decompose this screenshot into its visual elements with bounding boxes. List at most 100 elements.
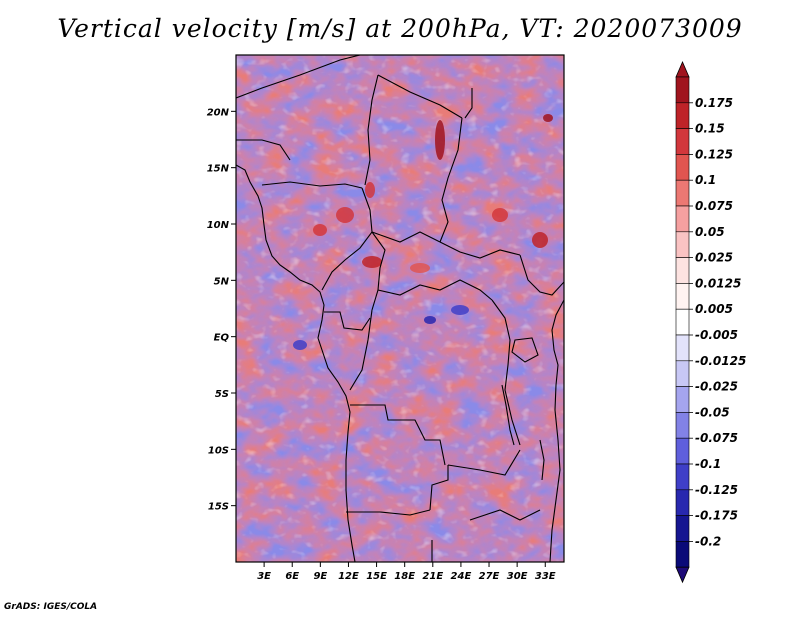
colorbar-swatch (675, 334, 690, 362)
border-angola-namibia (346, 509, 431, 516)
colorbar-swatch (675, 541, 690, 568)
border-ethiopia (519, 254, 564, 296)
lon-tick-label: 18E (394, 571, 415, 582)
colorbar-swatch (675, 205, 690, 233)
border-libya-chad (377, 74, 463, 119)
colorbar-swatch (675, 154, 690, 181)
border-angola-zambia (429, 465, 449, 511)
colorbar-swatch (675, 463, 690, 491)
fine-structure-overlay (236, 55, 564, 562)
colorbar-label: 0.1 (695, 173, 716, 187)
velocity-hotspot (435, 120, 445, 160)
velocity-hotspot (293, 340, 307, 350)
border-libya-egypt (464, 88, 473, 119)
border-zimbabwe (469, 509, 541, 521)
colorbar-label: -0.1 (695, 457, 721, 471)
lon-tick-label: 6E (285, 571, 299, 582)
colorbar-label: 0.125 (695, 147, 733, 161)
colorbar-swatch (675, 283, 690, 310)
colorbar-label: -0.05 (695, 405, 730, 419)
grads-credit: GrADS: IGES/COLA (4, 602, 98, 612)
border-chad-sudan (439, 117, 463, 243)
lat-tick-label: 15S (208, 502, 229, 513)
border-drc-angola (350, 404, 446, 466)
colorbar-bottom-arrow (675, 566, 690, 584)
border-car-drc (377, 279, 493, 301)
colorbar-swatch (675, 308, 690, 336)
colorbar-label: -0.025 (695, 380, 738, 394)
chart-title: Vertical velocity [m/s] at 200hPa, VT: 2… (57, 14, 743, 43)
colorbar-label: -0.175 (695, 509, 738, 523)
lon-tick-label: 12E (338, 571, 359, 582)
colorbar-swatch (675, 489, 690, 516)
lat-tick-label: 20N (207, 107, 230, 118)
colorbar-swatch (675, 515, 690, 542)
colorbar-swatch (675, 257, 690, 284)
colorbar-label: 0.005 (695, 302, 733, 316)
coastline-west-africa (236, 164, 356, 562)
border-niger-chad (364, 74, 379, 186)
map-plot-area (236, 55, 564, 562)
longitude-axis: 3E 6E 9E 12E 15E 18E 21E 24E 27E 30E 33E (257, 562, 556, 582)
colorbar: 0.175 0.15 0.125 0.1 0.075 0.05 0.025 0.0125 0.0… (675, 60, 746, 584)
colorbar-label: 0.05 (695, 225, 725, 239)
border-niger-mali (236, 139, 291, 161)
lake-malawi (539, 439, 545, 481)
colorbar-swatch (675, 360, 690, 387)
border-algeria-niger (236, 55, 361, 99)
velocity-hotspot (313, 224, 327, 236)
border-drc-east (491, 299, 521, 446)
velocity-hotspot (365, 182, 375, 198)
colorbar-label: -0.075 (695, 431, 738, 445)
border-nigeria-cameroon (321, 187, 373, 291)
country-borders (236, 55, 564, 562)
colorbar-swatch (675, 412, 690, 439)
colorbar-label: 0.0125 (695, 276, 741, 290)
colorbar-swatch (675, 386, 690, 413)
velocity-hotspot (492, 208, 508, 222)
latitude-axis: 20N 15N 10N 5N EQ 5S 10S 15S (207, 107, 236, 513)
colorbar-label: -0.125 (695, 483, 738, 497)
colorbar-swatch (675, 437, 690, 465)
velocity-hotspot (336, 207, 354, 223)
velocity-hotspot (424, 316, 436, 324)
lat-tick-label: 5N (214, 276, 230, 287)
colorbar-label: -0.0125 (695, 354, 746, 368)
border-zambia (447, 449, 521, 476)
colorbar-top-arrow (675, 60, 690, 78)
velocity-hotspot (532, 232, 548, 248)
coastline-east-africa (549, 299, 564, 562)
colorbar-swatch (675, 231, 690, 258)
convective-hotspots (293, 114, 553, 350)
colorbar-swatch (675, 76, 690, 104)
lake-victoria (511, 337, 539, 363)
velocity-hotspot (543, 114, 553, 122)
lat-tick-label: 15N (207, 164, 230, 175)
border-sudan-ssudan (439, 241, 521, 259)
colorbar-swatch (675, 102, 690, 129)
colorbar-label: 0.15 (695, 122, 725, 136)
lon-tick-label: 21E (422, 571, 443, 582)
lon-tick-label: 30E (507, 571, 528, 582)
colorbar-label: 0.075 (695, 199, 733, 213)
border-gabon-congo (324, 311, 371, 331)
colorbar-label: 0.175 (695, 96, 733, 110)
lat-tick-label: 10S (208, 445, 229, 456)
border-niger-nigeria (261, 181, 363, 189)
lon-tick-label: 3E (257, 571, 271, 582)
velocity-hotspot (410, 263, 430, 273)
velocity-hotspot (362, 256, 382, 268)
velocity-hotspot (451, 305, 469, 315)
lat-tick-label: 5S (215, 389, 229, 400)
colorbar-label: -0.2 (695, 534, 721, 548)
lon-tick-label: 9E (313, 571, 327, 582)
border-congo-drc (349, 309, 373, 391)
map-frame (235, 54, 565, 563)
lon-tick-label: 24E (451, 571, 472, 582)
colorbar-label: -0.005 (695, 328, 738, 342)
colorbar-swatch (675, 179, 690, 207)
lon-tick-label: 33E (535, 571, 556, 582)
lon-tick-label: 27E (479, 571, 500, 582)
colorbar-label: 0.025 (695, 251, 733, 265)
